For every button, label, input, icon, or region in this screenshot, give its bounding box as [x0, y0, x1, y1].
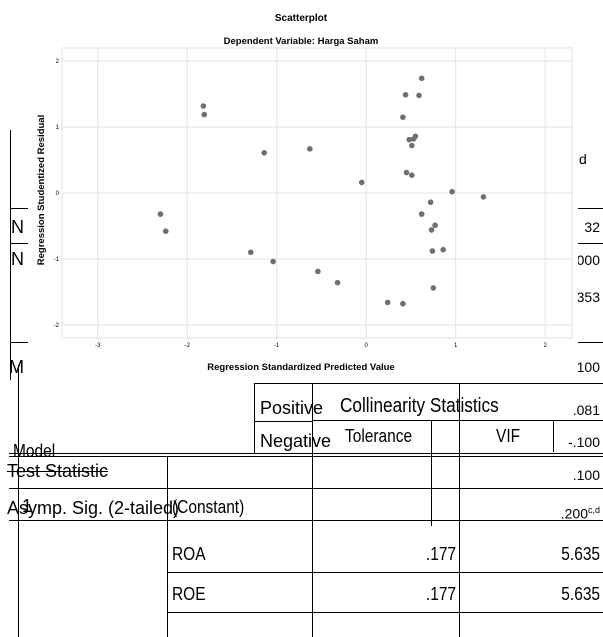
y-tick-label: -2	[54, 323, 60, 329]
data-point	[449, 188, 455, 195]
model-number: 1	[22, 496, 33, 516]
data-point	[409, 172, 415, 179]
collinearity-header: Collinearity Statistics	[340, 395, 499, 417]
roe-label: ROE	[172, 584, 206, 604]
coef-rule	[312, 420, 603, 421]
coef-col-rule	[459, 383, 460, 637]
data-point	[412, 133, 419, 140]
coef-rule	[9, 456, 603, 457]
data-point	[429, 248, 436, 254]
asymp-sig-value: .200c,d	[560, 505, 600, 522]
ks-value: .081	[572, 402, 600, 418]
x-axis-label: Regression Standardized Predicted Value	[207, 362, 394, 373]
data-point	[402, 91, 409, 98]
data-point	[400, 300, 406, 307]
coef-rule	[167, 572, 603, 573]
coef-rule	[255, 421, 312, 422]
data-point	[427, 199, 434, 206]
data-point	[432, 222, 438, 229]
data-point	[334, 279, 341, 286]
ks-row-label: M	[9, 357, 24, 377]
ks-row-label: N	[11, 217, 24, 237]
data-point	[409, 142, 415, 149]
x-tick-label: -3	[95, 343, 101, 349]
ks-value: -.100	[568, 434, 600, 450]
vif-header: VIF	[496, 426, 521, 446]
tolerance-header: Tolerance	[345, 426, 413, 446]
ks-value: d	[579, 151, 587, 167]
y-axis-label: Regression Studentized Residual	[36, 115, 47, 265]
data-point	[430, 285, 437, 291]
constant-label: (Constant)	[172, 497, 245, 517]
ks-row-label: N	[11, 249, 24, 269]
coef-col-rule	[18, 365, 19, 637]
coef-col-rule	[312, 383, 313, 637]
chart-title: Scatterplot	[275, 13, 328, 24]
data-point	[440, 246, 446, 253]
coef-rule	[9, 520, 603, 521]
coef-col-rule	[167, 456, 168, 637]
data-point	[307, 146, 313, 152]
coef-rule	[9, 488, 603, 489]
scatterplot-panel: -3 -2 -1 0 1 2 -2 -1 0 1 2 Scatterplot Dependent V…	[28, 0, 578, 380]
ks-value: 100	[576, 359, 600, 375]
data-point	[416, 92, 422, 99]
roa-tolerance: .177	[425, 544, 456, 564]
y-tick-label: 1	[56, 125, 60, 131]
ks-left-border	[10, 130, 11, 380]
grid-layer	[62, 48, 572, 338]
data-point	[403, 169, 410, 176]
test-statistic-label: Test Statistic	[7, 461, 109, 481]
y-tick-label: 2	[56, 59, 60, 65]
data-point	[428, 227, 435, 233]
scatterplot: -3 -2 -1 0 1 2 -2 -1 0 1 2 Scatterplot Dependent V…	[28, 0, 578, 380]
tick-layer: -3 -2 -1 0 1 2 -2 -1 0 1 2	[54, 59, 548, 349]
ks-value: 353	[576, 289, 600, 305]
ks-value: 32	[584, 219, 600, 235]
coef-col-rule	[431, 420, 432, 526]
x-tick-label: -1	[274, 343, 280, 349]
data-point	[418, 211, 425, 217]
data-point	[480, 194, 487, 200]
roe-vif: 5.635	[561, 584, 600, 604]
coef-col-rule	[553, 420, 554, 452]
data-point	[418, 75, 425, 82]
data-point	[384, 299, 391, 306]
data-point	[400, 114, 406, 121]
plot-frame	[61, 47, 573, 339]
roa-label: ROA	[172, 544, 206, 564]
data-point	[261, 149, 268, 156]
x-tick-label: 1	[454, 343, 458, 349]
data-point	[247, 249, 254, 256]
data-point	[358, 179, 365, 186]
ks-value: 000	[576, 252, 600, 268]
coef-col-rule	[254, 383, 255, 454]
data-point	[157, 211, 164, 217]
coef-rule	[9, 453, 603, 454]
data-point	[201, 111, 208, 118]
coef-rule	[167, 612, 603, 613]
data-point	[315, 268, 321, 275]
model-header: Model	[13, 441, 56, 461]
point-layer	[157, 75, 487, 307]
ks-value: .100	[572, 467, 600, 483]
chart-subtitle: Dependent Variable: Harga Saham	[224, 36, 379, 47]
x-tick-label: 0	[365, 343, 369, 349]
data-point	[270, 258, 276, 265]
asymp-sig-label: Asymp. Sig. (2-tailed)	[7, 498, 180, 518]
roa-vif: 5.635	[561, 544, 600, 564]
y-tick-label: 0	[56, 191, 60, 197]
x-tick-label: 2	[543, 343, 547, 349]
roe-tolerance: .177	[425, 584, 456, 604]
data-point	[162, 228, 169, 235]
x-tick-label: -2	[185, 343, 191, 349]
data-point	[406, 136, 412, 143]
ks-negative-label: Negative	[260, 431, 332, 451]
plot-background	[28, 0, 578, 380]
ks-positive-label: Positive	[260, 398, 324, 418]
coef-rule	[255, 383, 603, 384]
y-tick-label: -1	[54, 257, 60, 263]
sig-superscript: c,d	[587, 505, 600, 515]
data-point	[200, 103, 207, 109]
